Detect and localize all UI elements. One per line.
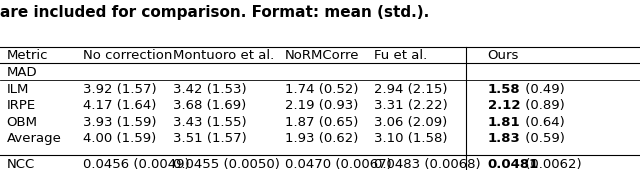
Text: 2.94 (2.15): 2.94 (2.15) — [374, 83, 448, 96]
Text: 1.87 (0.65): 1.87 (0.65) — [285, 116, 358, 129]
Text: Montuoro et al.: Montuoro et al. — [173, 49, 274, 62]
Text: ILM: ILM — [6, 83, 29, 96]
Text: NCC: NCC — [6, 158, 35, 170]
Text: 1.83: 1.83 — [488, 132, 520, 145]
Text: 1.81: 1.81 — [488, 116, 520, 129]
Text: (0.0062): (0.0062) — [521, 158, 582, 170]
Text: Fu et al.: Fu et al. — [374, 49, 428, 62]
Text: 1.93 (0.62): 1.93 (0.62) — [285, 132, 358, 145]
Text: 3.31 (2.22): 3.31 (2.22) — [374, 99, 448, 112]
Text: (0.59): (0.59) — [521, 132, 565, 145]
Text: 3.93 (1.59): 3.93 (1.59) — [83, 116, 157, 129]
Text: No correction: No correction — [83, 49, 173, 62]
Text: Ours: Ours — [488, 49, 519, 62]
Text: 1.58: 1.58 — [488, 83, 520, 96]
Text: 4.00 (1.59): 4.00 (1.59) — [83, 132, 156, 145]
Text: 3.92 (1.57): 3.92 (1.57) — [83, 83, 157, 96]
Text: NoRMCorre: NoRMCorre — [285, 49, 359, 62]
Text: Average: Average — [6, 132, 61, 145]
Text: (0.64): (0.64) — [521, 116, 564, 129]
Text: (0.89): (0.89) — [521, 99, 564, 112]
Text: IRPE: IRPE — [6, 99, 36, 112]
Text: 3.42 (1.53): 3.42 (1.53) — [173, 83, 246, 96]
Text: MAD: MAD — [6, 66, 37, 79]
Text: 0.0456 (0.0049): 0.0456 (0.0049) — [83, 158, 190, 170]
Text: 3.68 (1.69): 3.68 (1.69) — [173, 99, 246, 112]
Text: 1.74 (0.52): 1.74 (0.52) — [285, 83, 358, 96]
Text: (0.49): (0.49) — [521, 83, 564, 96]
Text: 0.0455 (0.0050): 0.0455 (0.0050) — [173, 158, 280, 170]
Text: 3.51 (1.57): 3.51 (1.57) — [173, 132, 246, 145]
Text: 2.12: 2.12 — [488, 99, 520, 112]
Text: OBM: OBM — [6, 116, 37, 129]
Text: are included for comparison. Format: mean (std.).: are included for comparison. Format: mea… — [0, 5, 429, 20]
Text: 0.0481: 0.0481 — [488, 158, 539, 170]
Text: 4.17 (1.64): 4.17 (1.64) — [83, 99, 157, 112]
Text: 3.06 (2.09): 3.06 (2.09) — [374, 116, 447, 129]
Text: 3.43 (1.55): 3.43 (1.55) — [173, 116, 246, 129]
Text: Metric: Metric — [6, 49, 48, 62]
Text: 0.0483 (0.0068): 0.0483 (0.0068) — [374, 158, 481, 170]
Text: 3.10 (1.58): 3.10 (1.58) — [374, 132, 448, 145]
Text: 0.0470 (0.0067): 0.0470 (0.0067) — [285, 158, 392, 170]
Text: 2.19 (0.93): 2.19 (0.93) — [285, 99, 358, 112]
